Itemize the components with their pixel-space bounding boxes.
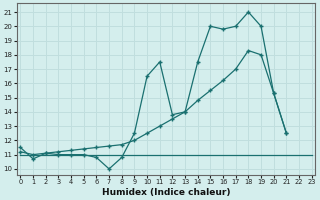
X-axis label: Humidex (Indice chaleur): Humidex (Indice chaleur): [102, 188, 230, 197]
